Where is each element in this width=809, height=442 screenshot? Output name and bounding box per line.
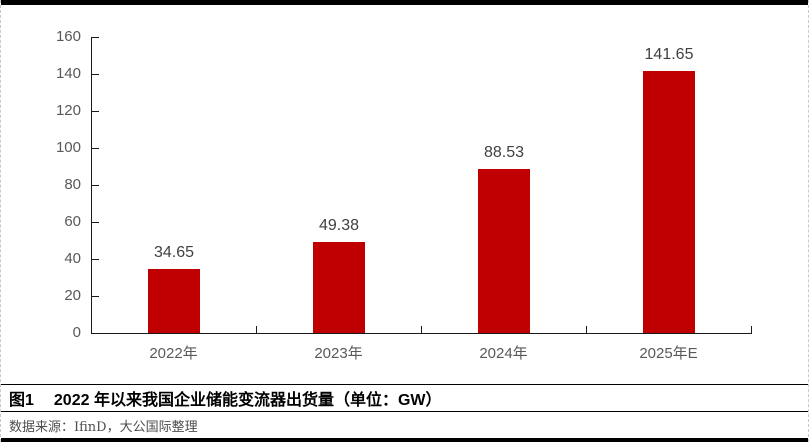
- y-axis-label: 80: [64, 176, 81, 193]
- y-axis-label: 60: [64, 213, 81, 230]
- figure-label: 图1: [9, 392, 34, 409]
- bar-value-label: 34.65: [153, 244, 195, 261]
- bar-chart: 0 20 40 60 80 100 120 140 160 34.65 2022年 49.38 2023…: [1, 5, 808, 384]
- y-axis-label: 0: [72, 324, 81, 341]
- y-axis-label: 160: [55, 28, 81, 45]
- y-axis-line: [91, 37, 92, 334]
- figure-title: 2022 年以来我国企业储能变流器出货量（单位：GW）: [53, 392, 442, 409]
- top-rule: [1, 0, 808, 5]
- y-tick: [92, 222, 99, 223]
- y-tick: [92, 296, 99, 297]
- x-axis-label: 2023年: [314, 345, 363, 362]
- y-tick: [92, 333, 99, 334]
- y-tick: [92, 185, 99, 186]
- x-tick: [421, 326, 422, 333]
- bar: [478, 169, 530, 333]
- y-axis-label: 40: [64, 250, 81, 267]
- y-axis-label: 140: [55, 65, 81, 82]
- bar-value-label: 88.53: [483, 144, 525, 161]
- y-tick: [92, 259, 99, 260]
- bar: [313, 242, 365, 333]
- x-axis-line: [91, 333, 752, 334]
- x-tick: [256, 326, 257, 333]
- y-tick: [92, 37, 99, 38]
- y-axis-label: 100: [55, 139, 81, 156]
- y-tick: [92, 111, 99, 112]
- x-axis-label: 2022年: [149, 345, 198, 362]
- x-axis-label: 2025年E: [639, 345, 698, 362]
- y-axis-label: 120: [55, 102, 81, 119]
- caption-bottom-rule: [1, 411, 808, 412]
- x-axis-label: 2024年: [479, 345, 528, 362]
- y-axis-label: 20: [64, 287, 81, 304]
- y-tick: [92, 74, 99, 75]
- figure-caption: 图1 2022 年以来我国企业储能变流器出货量（单位：GW）: [1, 385, 808, 411]
- data-source: 数据来源：IfinD，大公国际整理: [9, 419, 198, 435]
- bar: [643, 71, 695, 333]
- bottom-rule: [1, 438, 808, 442]
- bar-value-label: 141.65: [644, 46, 694, 63]
- caption-top-rule: [1, 384, 808, 385]
- bar-value-label: 49.38: [318, 217, 360, 234]
- bar: [148, 269, 200, 333]
- x-tick: [751, 326, 752, 333]
- x-tick: [91, 326, 92, 333]
- y-tick: [92, 148, 99, 149]
- x-tick: [586, 326, 587, 333]
